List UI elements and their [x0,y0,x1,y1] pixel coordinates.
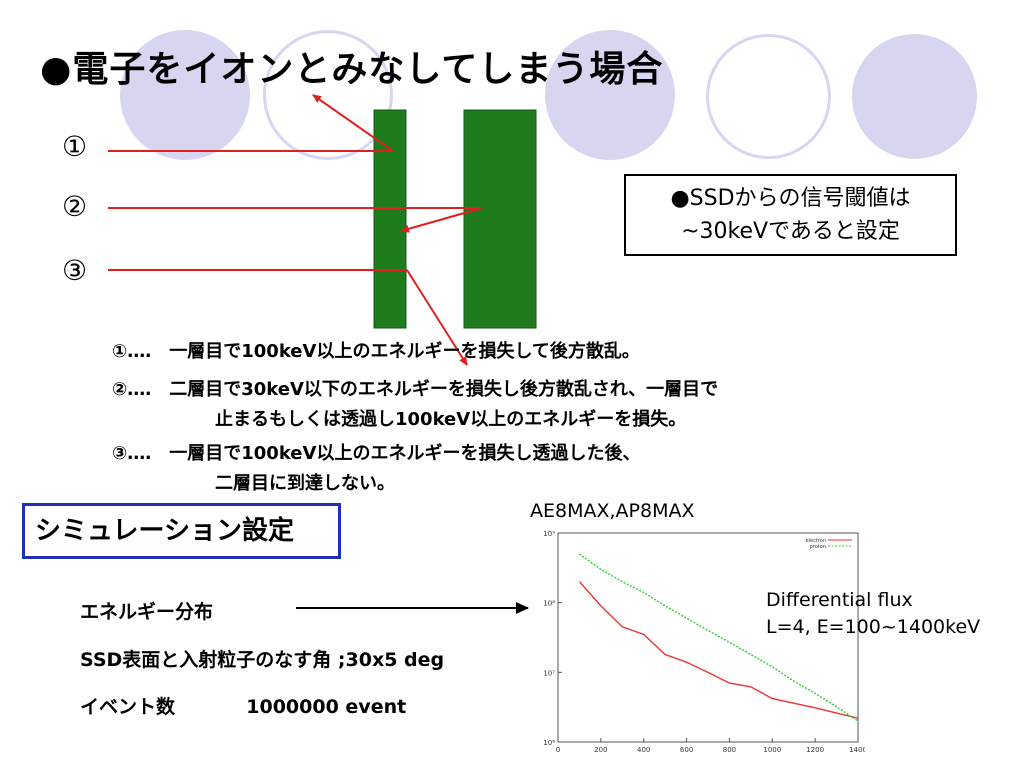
x-tick-label: 200 [594,746,607,754]
decor-ring-2 [706,34,831,159]
x-tick-label: 1200 [806,746,824,754]
decor-circle-3 [852,34,977,159]
sim-angle: SSD表面と入射粒子のなす角 ;30x5 deg [80,649,445,671]
x-tick-label: 1000 [763,746,781,754]
description-3: ③‥‥ 一層目で100keV以上のエネルギーを損失し透過した後、 二層目に到達し… [112,439,640,499]
description-2: ②‥‥ 二層目で30keV以下のエネルギーを損失し後方散乱され、一層目で 止まる… [112,375,718,435]
plot-frame [557,532,859,743]
sim-energy: エネルギー分布 [80,601,214,623]
track-3-transmit [406,269,468,366]
description-2-line2: 止まるもしくは透過し100keV以上のエネルギーを損失。 [215,409,687,430]
sim-events-label: イベント数 [80,696,176,718]
decor-circle-1 [120,30,250,160]
description-3-line1: ③‥‥ 一層目で100keV以上のエネルギーを損失し透過した後、 [112,443,641,464]
marker-3: ③ [62,254,88,287]
threshold-note-line1: ●SSDからの信号閾値は [670,186,911,211]
series-proton-line [579,553,859,722]
track-1-backscatter [312,94,394,152]
description-3-line2: 二層目に到達しない。 [215,473,395,494]
decor-circle-2 [545,30,675,160]
y-tick-label: 10⁷ [543,669,555,677]
description-1: ①‥‥ 一層目で100keV以上のエネルギーを損失して後方散乱。 [112,337,640,367]
legend-electron-label: electron [806,538,826,544]
description-1-line1: ①‥‥ 一層目で100keV以上のエネルギーを損失して後方散乱。 [112,341,640,362]
threshold-note-line2: ~30keVであると設定 [681,219,900,244]
simulation-heading: シミュレーション設定 [22,503,341,559]
page-title: ●電子をイオンとみなしてしまう場合 [40,49,664,90]
track-2-backscatter [400,207,483,233]
y-tick-label: 10⁹ [543,530,555,538]
sim-events-value: 1000000 event [246,696,407,718]
threshold-note: ●SSDからの信号閾値は ~30keVであると設定 [624,174,957,256]
x-tick-label: 600 [680,746,693,754]
chart-title: AE8MAX,AP8MAX [530,500,695,522]
flux-chart: 0 200 400 600 800 1000 1200 1400 10⁶ 10⁷ 10⁸ 10⁹ el… [543,530,865,754]
x-tick-label: 1400 [849,746,865,754]
detector-layer-1 [373,109,407,329]
marker-1: ① [62,130,88,163]
x-tick-label: 800 [723,746,736,754]
marker-2: ② [62,190,88,223]
flux-label-line2: L=4, E=100~1400keV [766,616,981,638]
x-tick-label: 400 [637,746,650,754]
y-tick-label: 10⁶ [543,739,555,747]
sim-events: イベント数 1000000 event [80,692,406,719]
flux-label-line1: Differential flux [766,589,913,611]
legend-proton-label: proton [810,544,826,550]
flux-label: Differential flux L=4, E=100~1400keV [766,587,980,641]
detector-layer-2 [463,109,537,329]
description-2-line1: ②‥‥ 二層目で30keV以下のエネルギーを損失し後方散乱され、一層目で [112,379,719,400]
y-tick-label: 10⁸ [543,600,555,608]
x-tick-label: 0 [556,746,560,754]
decor-ring-1 [263,30,393,160]
series-electron-line [578,581,859,719]
